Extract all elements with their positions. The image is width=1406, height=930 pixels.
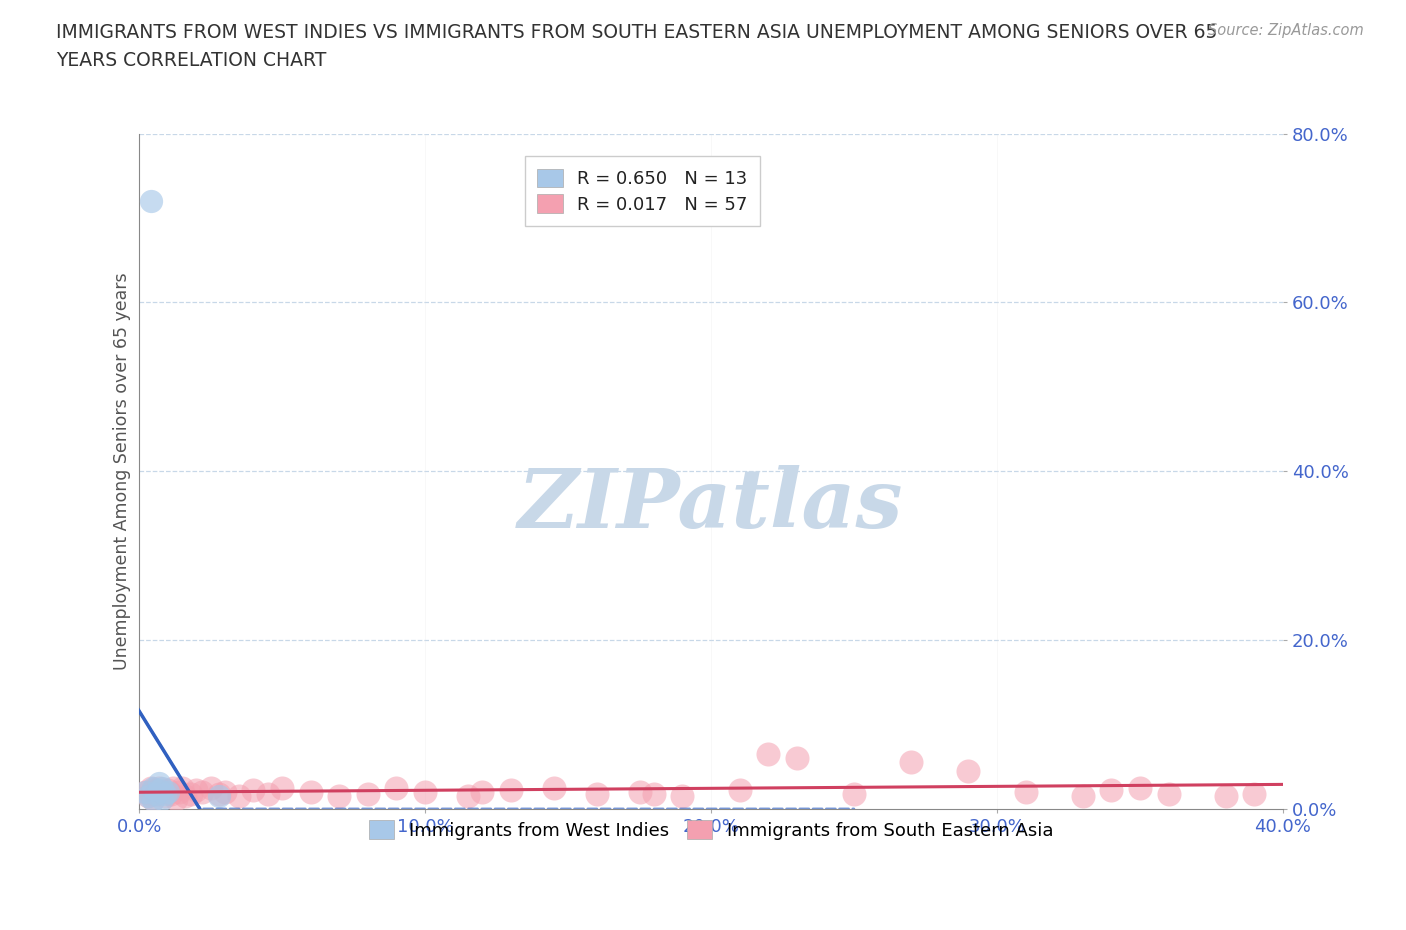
Point <box>165 791 187 806</box>
Point <box>150 785 173 800</box>
Point <box>1157 786 1180 801</box>
Point <box>136 789 159 804</box>
Point <box>228 789 250 804</box>
Point <box>900 755 922 770</box>
Point <box>242 783 264 798</box>
Point <box>173 789 195 804</box>
Point <box>148 780 170 795</box>
Point <box>150 791 173 806</box>
Point <box>543 780 565 795</box>
Point <box>145 786 167 801</box>
Point <box>156 783 179 798</box>
Text: YEARS CORRELATION CHART: YEARS CORRELATION CHART <box>56 51 326 70</box>
Point <box>256 786 278 801</box>
Text: IMMIGRANTS FROM WEST INDIES VS IMMIGRANTS FROM SOUTH EASTERN ASIA UNEMPLOYMENT A: IMMIGRANTS FROM WEST INDIES VS IMMIGRANT… <box>56 23 1218 42</box>
Point <box>671 789 693 804</box>
Point <box>142 793 165 808</box>
Point <box>134 785 156 800</box>
Point <box>271 780 294 795</box>
Point <box>139 780 162 795</box>
Point <box>139 786 162 801</box>
Point <box>134 785 156 800</box>
Point <box>167 785 190 800</box>
Point <box>148 776 170 790</box>
Point <box>180 786 202 801</box>
Point <box>499 783 522 798</box>
Point <box>957 764 980 778</box>
Point <box>153 786 176 801</box>
Point <box>142 791 165 806</box>
Point <box>170 780 193 795</box>
Point <box>628 785 651 800</box>
Point <box>139 193 162 208</box>
Point <box>643 786 665 801</box>
Point <box>786 751 808 765</box>
Point <box>148 783 170 798</box>
Point <box>585 786 607 801</box>
Point <box>357 786 380 801</box>
Point <box>842 786 865 801</box>
Point <box>1129 780 1152 795</box>
Point <box>728 783 751 798</box>
Point <box>385 780 408 795</box>
Point <box>200 780 222 795</box>
Point <box>150 780 173 795</box>
Point <box>471 785 494 800</box>
Point <box>328 789 350 804</box>
Point <box>299 785 322 800</box>
Point <box>191 785 214 800</box>
Point <box>756 747 779 762</box>
Point <box>162 780 184 795</box>
Point <box>1243 786 1265 801</box>
Point <box>159 786 181 801</box>
Point <box>208 786 231 801</box>
Point <box>186 783 208 798</box>
Point <box>457 789 479 804</box>
Text: ZIPatlas: ZIPatlas <box>519 465 904 545</box>
Text: Source: ZipAtlas.com: Source: ZipAtlas.com <box>1208 23 1364 38</box>
Point <box>142 780 165 795</box>
Legend: Immigrants from West Indies, Immigrants from South Eastern Asia: Immigrants from West Indies, Immigrants … <box>361 813 1060 847</box>
Point <box>214 785 236 800</box>
Point <box>413 785 436 800</box>
Y-axis label: Unemployment Among Seniors over 65 years: Unemployment Among Seniors over 65 years <box>114 272 131 670</box>
Point <box>1099 783 1122 798</box>
Point <box>208 789 231 804</box>
Point <box>156 785 179 800</box>
Point <box>142 783 165 798</box>
Point <box>1014 785 1036 800</box>
Point <box>1071 789 1094 804</box>
Point <box>1215 789 1237 804</box>
Point <box>145 786 167 801</box>
Point <box>136 789 159 804</box>
Point <box>153 789 176 804</box>
